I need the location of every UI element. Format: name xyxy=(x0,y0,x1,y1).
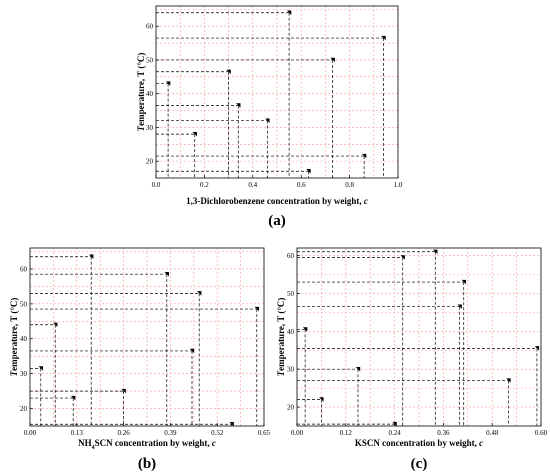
data-point xyxy=(330,57,335,63)
x-tick-label: 1.0 xyxy=(394,181,403,189)
y-axis-label: Temperature, T (°C) xyxy=(276,298,286,377)
data-point xyxy=(302,327,308,332)
x-tick-label: 0.36 xyxy=(437,429,450,437)
data-point xyxy=(197,291,202,296)
x-tick-label: 0.60 xyxy=(535,429,548,437)
x-tick-label: 0.00 xyxy=(24,429,37,437)
data-point xyxy=(286,10,292,15)
y-tick-label: 60 xyxy=(287,252,295,260)
y-tick-label: 20 xyxy=(146,158,154,166)
x-axis-label: NH4SCN concentration by weight, c xyxy=(78,438,216,451)
plot-frame xyxy=(296,247,542,427)
y-tick-label: 20 xyxy=(287,404,295,412)
x-axis-label: KSCN concentration by weight, c xyxy=(355,438,483,448)
data-point xyxy=(534,346,540,351)
plot-frame xyxy=(155,5,399,179)
data-point xyxy=(38,366,43,371)
data-point xyxy=(165,81,171,86)
panel-label: (c) xyxy=(411,456,428,472)
y-tick-label: 40 xyxy=(146,90,154,98)
x-tick-label: 0.6 xyxy=(297,181,306,189)
data-point xyxy=(361,153,367,159)
x-tick-label: 0.0 xyxy=(152,181,161,189)
x-tick-label: 0.24 xyxy=(388,429,401,437)
y-axis-label: Temperature, T (°C) xyxy=(9,298,19,377)
y-tick-label: 60 xyxy=(20,265,28,273)
data-point xyxy=(461,279,466,285)
data-point xyxy=(254,306,259,312)
x-tick-label: 0.65 xyxy=(258,429,271,437)
y-tick-label: 50 xyxy=(287,290,295,298)
y-tick-label: 20 xyxy=(20,405,28,413)
chart-panel-2: 0.00 0.13 0.26 0.39 0.52 0.65 20 30 40 50 60 NH4SCN… xyxy=(9,247,271,472)
data-point xyxy=(433,249,438,254)
data-point xyxy=(189,348,195,354)
data-point xyxy=(457,304,462,309)
data-point xyxy=(506,378,511,383)
data-point xyxy=(319,397,324,402)
y-tick-label: 30 xyxy=(146,124,154,132)
data-point xyxy=(121,388,126,394)
data-point xyxy=(164,271,169,277)
x-tick-label: 0.26 xyxy=(117,429,130,437)
y-tick-label: 40 xyxy=(287,328,295,336)
x-tick-label: 0.12 xyxy=(340,429,353,437)
y-tick-label: 30 xyxy=(287,366,295,374)
y-tick-label: 30 xyxy=(20,370,28,378)
data-point xyxy=(265,118,270,123)
data-point xyxy=(71,395,76,401)
x-tick-label: 0.4 xyxy=(248,181,257,189)
x-tick-label: 0.39 xyxy=(164,429,177,437)
data-point xyxy=(229,422,234,427)
x-tick-label: 0.00 xyxy=(291,429,304,437)
data-point xyxy=(226,69,231,74)
plot-frame xyxy=(29,247,265,427)
data-point xyxy=(53,322,58,327)
data-point xyxy=(381,35,386,41)
chart-panel-1: 0.0 0.2 0.4 0.6 0.8 1.0 20 30 40 50 60 1,3-Dichloro… xyxy=(136,5,403,229)
data-point xyxy=(236,103,241,108)
chart-panel-3: 0.00 0.12 0.24 0.36 0.48 0.60 20 30 40 50 60 KSCN c… xyxy=(276,247,548,472)
x-tick-label: 0.2 xyxy=(200,181,209,189)
x-axis-label: 1,3-Dichlorobenzene concentration by wei… xyxy=(186,196,368,206)
y-tick-label: 40 xyxy=(20,335,28,343)
panel-label: (a) xyxy=(268,213,286,229)
y-tick-label: 60 xyxy=(146,23,154,31)
panel-label: (b) xyxy=(138,456,156,472)
data-point xyxy=(400,255,405,260)
y-axis-label: Temperature, T (°C) xyxy=(136,53,146,132)
data-point xyxy=(306,169,311,174)
x-tick-label: 0.48 xyxy=(486,429,499,437)
x-tick-label: 0.8 xyxy=(345,181,354,189)
data-point xyxy=(355,366,361,372)
x-tick-label: 0.13 xyxy=(71,429,84,437)
data-point xyxy=(192,131,197,137)
y-tick-label: 50 xyxy=(146,56,154,64)
data-point xyxy=(89,254,94,259)
x-tick-label: 0.52 xyxy=(211,429,224,437)
data-point xyxy=(392,421,397,427)
y-tick-label: 50 xyxy=(20,300,28,308)
